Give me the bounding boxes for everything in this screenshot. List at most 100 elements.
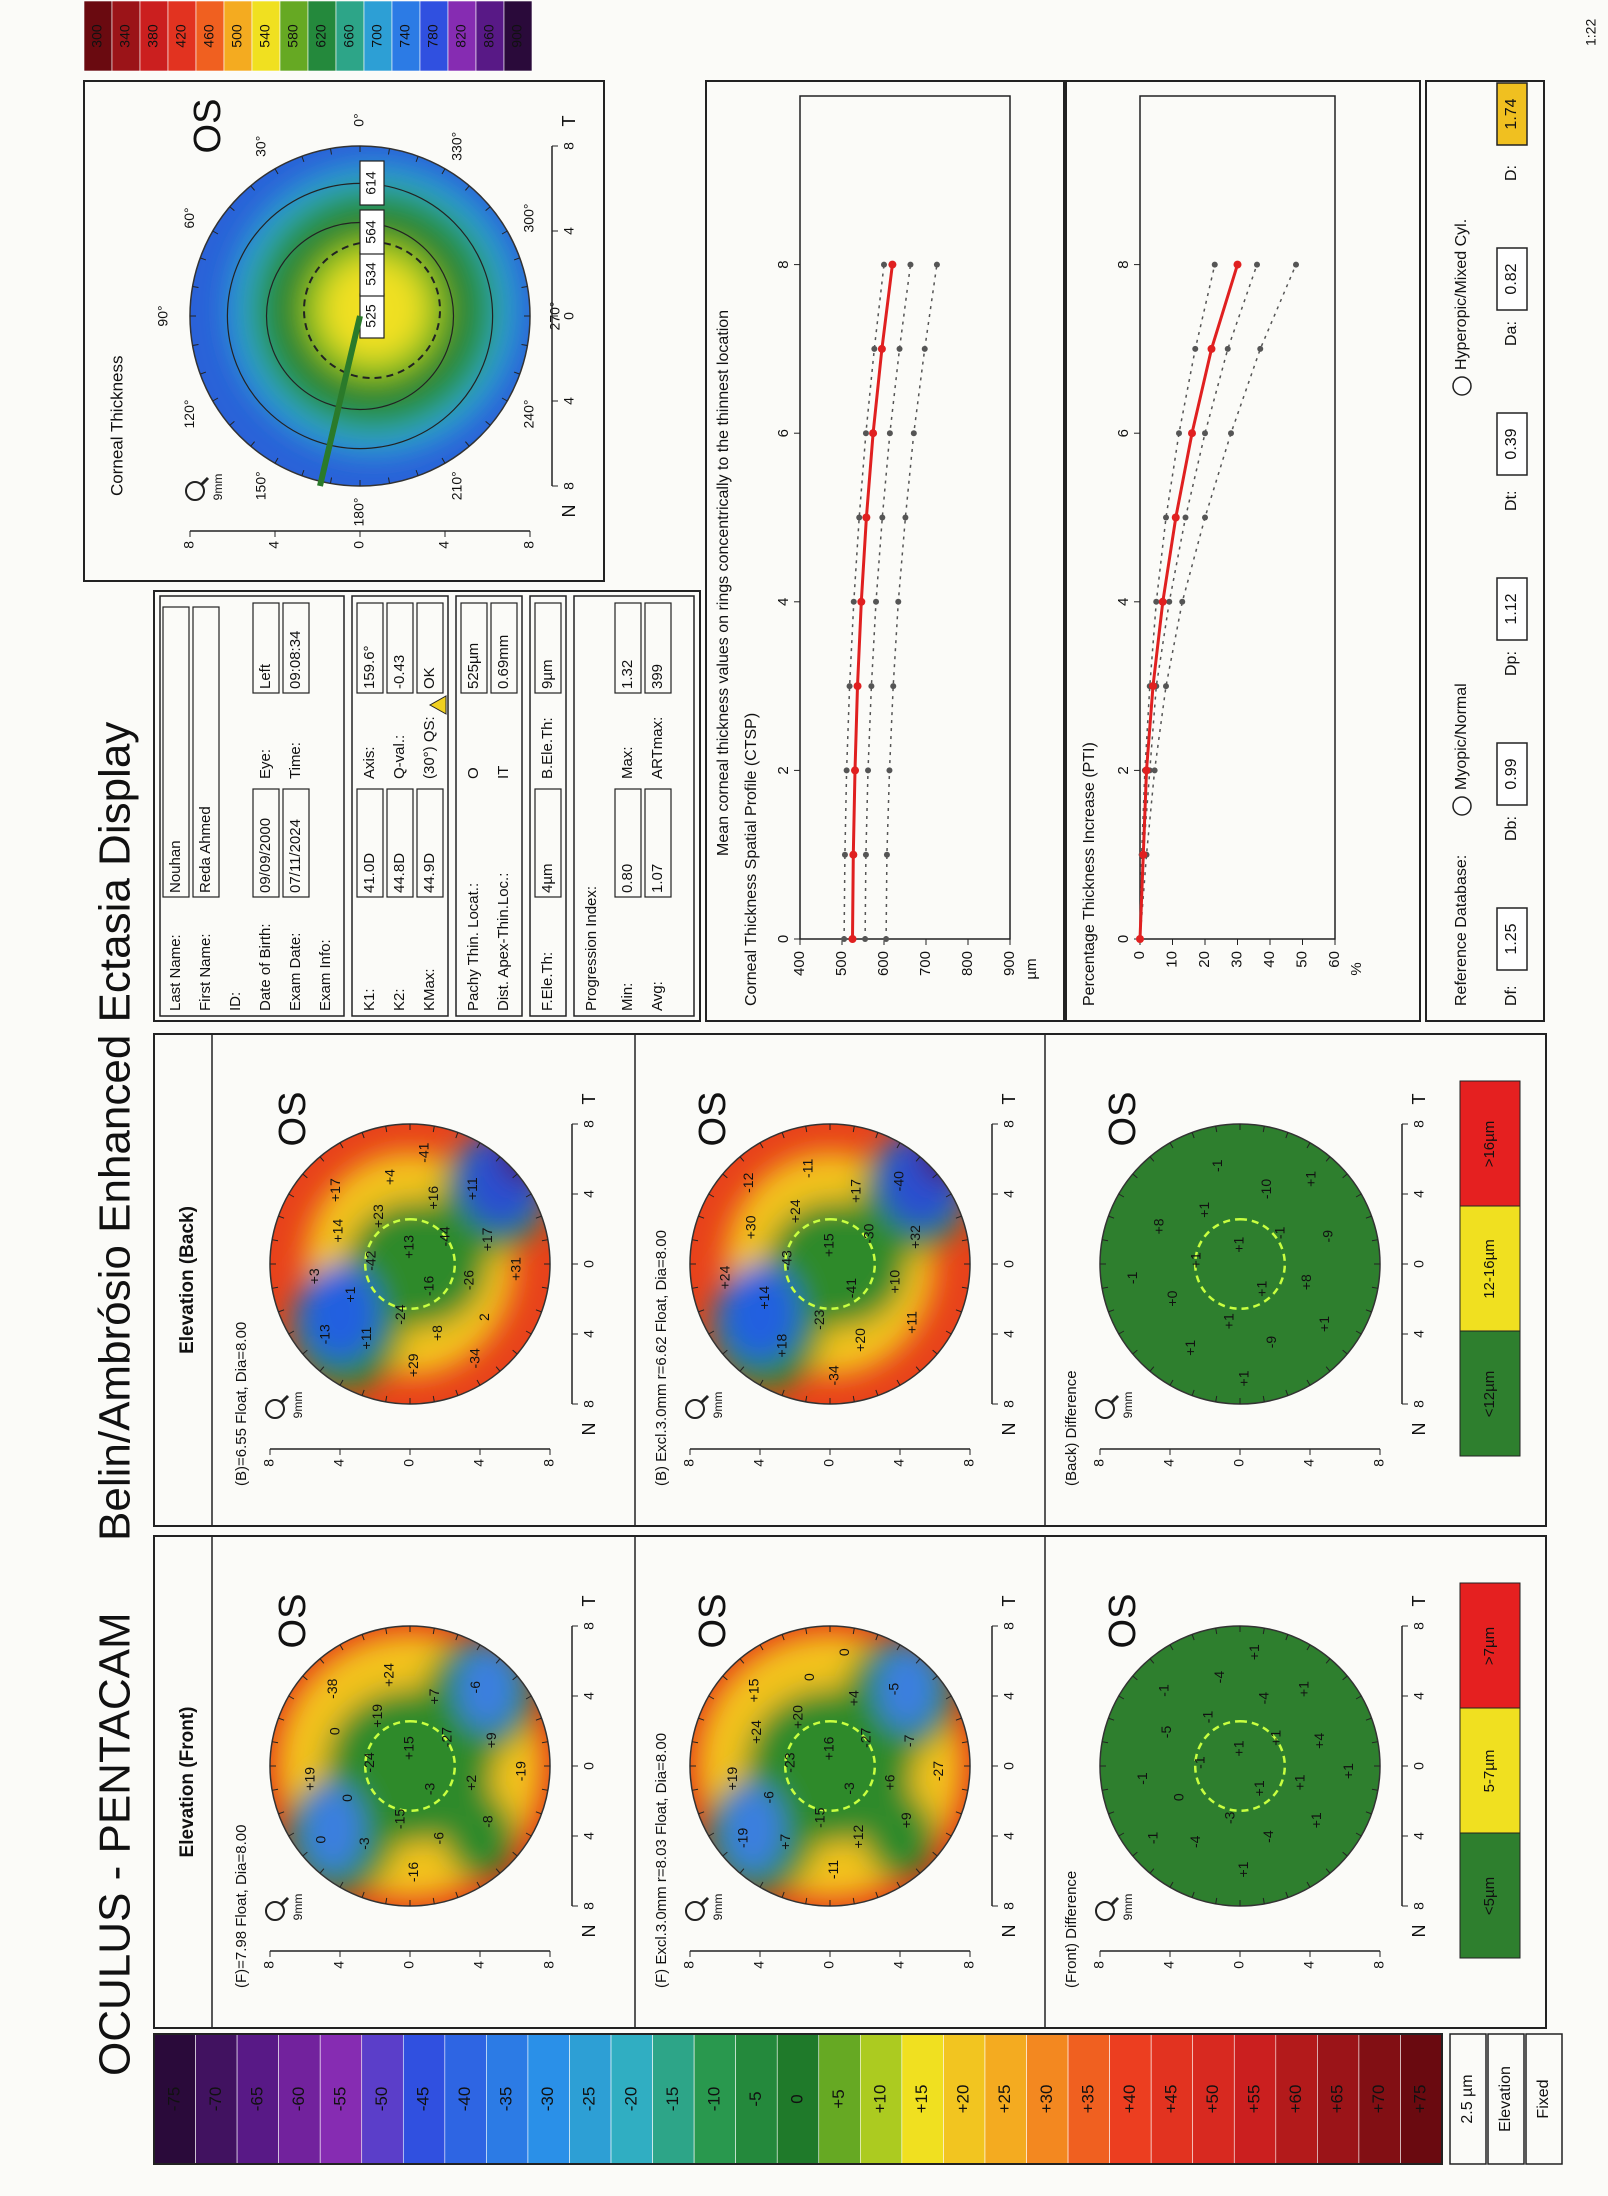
thickness-scale-label: 460	[201, 24, 217, 48]
radio-button[interactable]	[1452, 796, 1472, 816]
thickness-scale-cell	[503, 0, 533, 72]
rim-tick	[1306, 1881, 1311, 1888]
map-value: +15	[821, 1233, 837, 1257]
rim-tick	[915, 1658, 921, 1664]
x-tick-label: 2	[1115, 766, 1132, 774]
value-box	[416, 788, 444, 898]
zoom-icon-handle	[699, 1896, 710, 1907]
zoom-icon	[685, 1901, 705, 1921]
map-caption: (Front) Difference	[1063, 1871, 1080, 1988]
map-value: +1	[1182, 1340, 1198, 1356]
map-value: +1	[1246, 1644, 1262, 1660]
reference-label: Reference Database:	[1453, 855, 1470, 1006]
x-tick-label: 2	[775, 766, 792, 774]
nasal-label: N	[579, 1423, 599, 1436]
rim-tick	[781, 1634, 785, 1641]
map-blobs	[291, 1126, 550, 1390]
map-zone	[722, 1784, 784, 1874]
scale-label: -45	[414, 2087, 433, 2112]
rim-tick	[1306, 1379, 1311, 1386]
map-zone	[302, 1784, 364, 1874]
info-value: 0.80	[619, 864, 636, 893]
map-value: -23	[811, 1309, 827, 1329]
reference-point	[1202, 430, 1208, 437]
rim-tick	[1365, 1717, 1372, 1721]
rim-tick	[692, 1239, 699, 1242]
scale-label: +60	[1286, 2085, 1305, 2114]
info-label: Avg:	[649, 981, 666, 1011]
reference-line	[1139, 264, 1297, 940]
rim-tick	[441, 457, 446, 464]
axis-tick-label: 8	[521, 541, 537, 549]
map-value: -15	[391, 1809, 407, 1829]
map-value: -34	[825, 1365, 841, 1385]
reference-point	[896, 345, 903, 352]
axis-tick-label: 8	[581, 1622, 597, 1630]
axis-tick-label: 4	[581, 1692, 597, 1700]
rim-tick	[329, 148, 333, 155]
angle-label: 0°	[351, 113, 367, 126]
map-value: +1	[1267, 1730, 1283, 1746]
rim-tick	[278, 1811, 285, 1815]
rim-tick	[759, 1644, 764, 1651]
x-tick-label: 4	[1115, 598, 1132, 606]
temporal-label: T	[999, 1596, 1019, 1607]
scale-label: -75	[164, 2087, 183, 2112]
map-value: -27	[438, 1727, 454, 1747]
rim-tick	[932, 1851, 938, 1857]
nasal-label: N	[999, 1925, 1019, 1938]
map-value: -1	[1145, 1831, 1161, 1844]
rim-tick	[739, 1156, 745, 1162]
reference-point	[862, 851, 869, 858]
panel-frame	[153, 1033, 1547, 1527]
rim-tick	[1118, 1330, 1125, 1335]
rim-tick	[288, 1193, 295, 1198]
axis-tick-label: 4	[581, 1190, 597, 1198]
info-value: 44.9D	[421, 853, 438, 893]
axis-tick-label: 0	[1231, 1459, 1247, 1467]
reference-option: Hyperopic/Mixed Cyl.	[1453, 219, 1470, 370]
value-box	[490, 602, 518, 694]
map-value: +16	[821, 1736, 837, 1760]
map-value: -4	[1187, 1835, 1203, 1848]
patient-point	[1142, 766, 1151, 775]
rim-tick	[432, 1628, 435, 1635]
patient-point	[862, 513, 871, 522]
panel-title: Elevation (Front)	[177, 1707, 198, 1858]
map-value: +1	[1302, 1171, 1318, 1187]
rim-tick	[455, 1389, 459, 1396]
map-value: +31	[508, 1257, 524, 1281]
thickness-scale-label: 580	[285, 24, 301, 48]
rim-tick	[759, 1379, 764, 1386]
reference-point	[902, 514, 909, 521]
angle-label: 30°	[253, 136, 269, 157]
rim-tick	[272, 1239, 279, 1242]
scale-label: -35	[497, 2087, 516, 2112]
scale-label: +10	[871, 2085, 890, 2114]
map-value: -6	[760, 1791, 776, 1804]
map-value: +1	[1251, 1780, 1267, 1796]
angle-label: 60°	[181, 207, 197, 228]
temporal-label: T	[579, 1094, 599, 1105]
scale-label: +65	[1328, 2085, 1347, 2114]
rim-tick	[945, 1330, 952, 1335]
scale-label: +20	[954, 2085, 973, 2114]
y-tick-label: 800	[959, 951, 976, 976]
reference-point	[1163, 514, 1169, 521]
radio-button[interactable]	[1452, 376, 1472, 396]
rim-tick	[698, 1717, 705, 1721]
rim-tick	[896, 1142, 901, 1149]
reference-point	[1228, 430, 1234, 437]
reference-point	[886, 430, 893, 437]
rim-tick	[535, 1215, 542, 1219]
y-tick-label: 500	[833, 951, 850, 976]
map-value: -24	[392, 1304, 408, 1324]
zoom-label: 9mm	[291, 1392, 305, 1419]
info-label: Min:	[619, 983, 636, 1011]
axis-tick-label: 8	[561, 482, 577, 490]
axis-tick-label: 8	[261, 1459, 277, 1467]
rim-tick	[278, 1309, 285, 1313]
scale-label: +15	[912, 2085, 931, 2114]
rim-tick	[302, 1851, 308, 1857]
